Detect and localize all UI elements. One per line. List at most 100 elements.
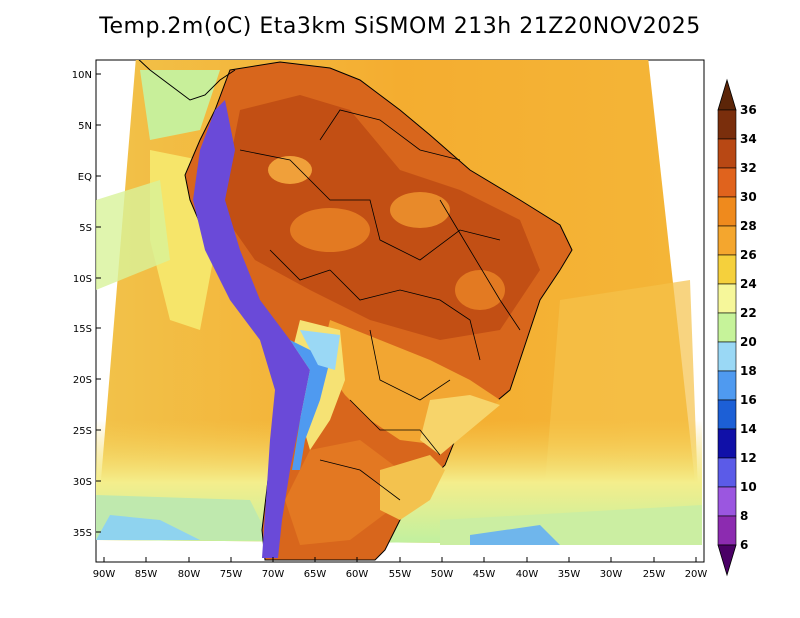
hot-patch-4 — [268, 156, 312, 184]
lat-tick: 10N — [72, 70, 101, 81]
lat-tick: 5N — [78, 121, 101, 132]
colorbar-segment — [717, 312, 737, 343]
lon-tick: 40W — [516, 557, 539, 580]
pacific-west-green — [96, 180, 170, 290]
colorbar-label: 30 — [740, 190, 757, 204]
colorbar-label: 26 — [740, 248, 757, 262]
south-coldwater-east — [470, 525, 560, 545]
lon-tick: 65W — [304, 557, 327, 580]
lon-label-75w: 75W — [220, 569, 243, 580]
lon-label-30w: 30W — [600, 569, 623, 580]
colorbar-segment — [717, 109, 737, 140]
colorbar-label: 32 — [740, 161, 757, 175]
colorbar-segment — [717, 196, 737, 227]
lon-label-20w: 20W — [685, 569, 708, 580]
lon-tick: 70W — [262, 557, 285, 580]
colorbar-segment — [717, 225, 737, 256]
colorbar-label: 22 — [740, 306, 757, 320]
lat-label-15s: 15S — [73, 324, 92, 335]
lon-label-60w: 60W — [346, 569, 369, 580]
lon-label-50w: 50W — [431, 569, 454, 580]
colorbar-label: 36 — [740, 103, 757, 117]
lon-tick: 35W — [558, 557, 581, 580]
colorbar-segment — [717, 254, 737, 285]
hot-patch-3 — [455, 270, 505, 310]
lon-label-40w: 40W — [516, 569, 539, 580]
lon-label-55w: 55W — [389, 569, 412, 580]
lon-tick: 60W — [346, 557, 369, 580]
pampa-warm — [285, 440, 400, 545]
lon-label-90w: 90W — [93, 569, 116, 580]
lat-axis: 10N 5N EQ 5S 10S 15S 20S 25S — [72, 70, 101, 539]
south-brazil-cool — [380, 455, 445, 520]
colorbar-label: 16 — [740, 393, 757, 407]
lon-label-80w: 80W — [178, 569, 201, 580]
lon-tick: 80W — [178, 557, 201, 580]
hot-patch-1 — [290, 208, 370, 252]
lat-label-35s: 35S — [73, 528, 92, 539]
lat-tick: 5S — [79, 223, 101, 234]
lon-axis: 90W 85W 80W 75W 70W 65W 60W 55W 50W 45W … — [93, 557, 708, 580]
lon-label-85w: 85W — [135, 569, 158, 580]
lon-tick: 45W — [473, 557, 496, 580]
colorbar-segment — [717, 341, 737, 372]
lat-tick: 20S — [73, 375, 101, 386]
colorbar-label: 14 — [740, 422, 757, 436]
southeast-highlands — [420, 395, 500, 455]
lon-label-45w: 45W — [473, 569, 496, 580]
colorbar-label: 18 — [740, 364, 757, 378]
colorbar-segment — [717, 457, 737, 488]
colorbar-segment — [717, 138, 737, 169]
lon-tick: 25W — [643, 557, 666, 580]
plot-area — [95, 59, 705, 563]
hot-patch-2 — [390, 192, 450, 228]
lon-tick: 90W — [93, 557, 116, 580]
colorbar-label: 6 — [740, 538, 748, 552]
colorbar-label: 34 — [740, 132, 757, 146]
colorbar-segment — [717, 428, 737, 459]
lat-label-eq: EQ — [78, 172, 92, 183]
lat-label-25s: 25S — [73, 426, 92, 437]
colorbar-label: 20 — [740, 335, 757, 349]
lat-tick: 10S — [73, 274, 101, 285]
lon-tick: 20W — [685, 557, 708, 580]
lat-label-20s: 20S — [73, 375, 92, 386]
andes-light-edge — [300, 330, 340, 370]
lat-label-10s: 10S — [73, 274, 92, 285]
lon-label-35w: 35W — [558, 569, 581, 580]
colorbar-label: 8 — [740, 509, 748, 523]
lon-tick: 50W — [431, 557, 454, 580]
lon-label-25w: 25W — [643, 569, 666, 580]
lat-tick: 25S — [73, 426, 101, 437]
colorbar-segment — [717, 167, 737, 198]
lat-tick: 35S — [73, 528, 101, 539]
colorbar-segment — [717, 399, 737, 430]
lat-tick: 30S — [73, 477, 101, 488]
andes-cold — [193, 100, 310, 558]
colorbar-segment — [717, 515, 737, 546]
lat-tick: 15S — [73, 324, 101, 335]
colorbar-label: 12 — [740, 451, 757, 465]
lon-label-70w: 70W — [262, 569, 285, 580]
south-coldwater — [96, 515, 200, 540]
colorbar-segment — [717, 370, 737, 401]
lat-label-30s: 30S — [73, 477, 92, 488]
borders — [239, 109, 521, 501]
lat-label-5s: 5S — [79, 223, 92, 234]
lat-label-10n: 10N — [72, 70, 92, 81]
lon-label-65w: 65W — [304, 569, 327, 580]
lon-tick: 55W — [389, 557, 412, 580]
colorbar-label: 10 — [740, 480, 757, 494]
map-title: Temp.2m(oC) Eta3km SiSMOM 213h 21Z20NOV2… — [99, 14, 701, 39]
lat-label-5n: 5N — [78, 121, 92, 132]
colorbar: 36 34 32 30 28 26 24 22 20 18 16 14 12 10 8 6 — [717, 78, 757, 577]
colorbar-segment — [717, 486, 737, 517]
colorbar-label: 24 — [740, 277, 757, 291]
colorbar-segment — [717, 283, 737, 314]
pacific-nw-green — [140, 70, 220, 140]
colorbar-min-arrow — [717, 544, 737, 577]
lon-tick: 85W — [135, 557, 158, 580]
colorbar-label: 28 — [740, 219, 757, 233]
lon-tick: 30W — [600, 557, 623, 580]
andes-cyan-edge — [290, 340, 330, 470]
